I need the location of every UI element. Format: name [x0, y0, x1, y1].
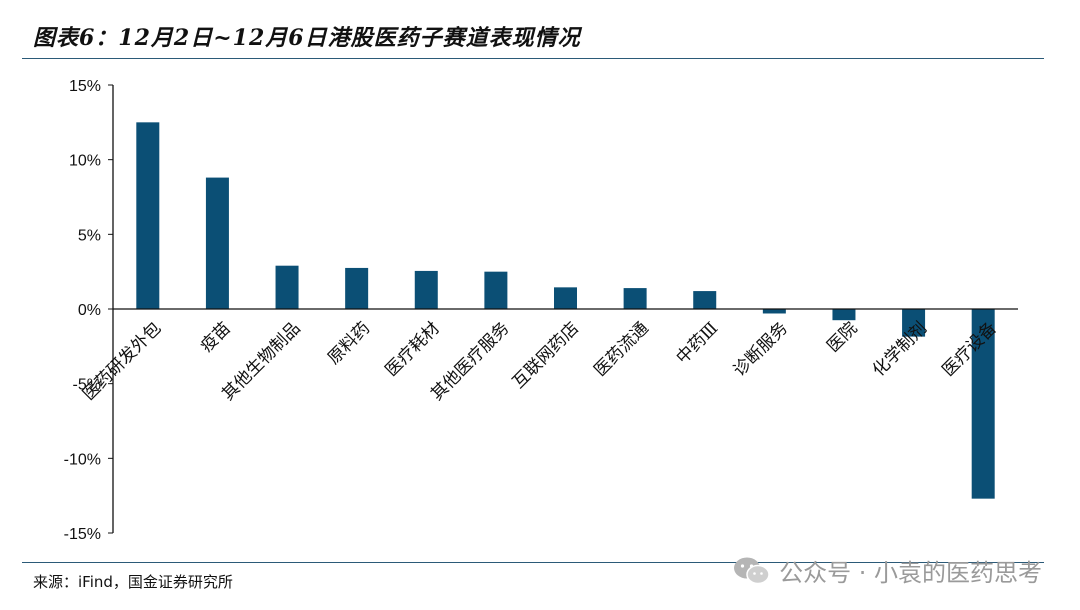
bar-series — [136, 122, 995, 499]
chart-title: 图表6：12月2日~12月6日港股医药子赛道表现情况 — [33, 25, 581, 51]
y-tick-label: 0% — [78, 302, 101, 319]
y-tick-label: -10% — [64, 451, 101, 468]
y-tick-label: -5% — [73, 377, 101, 394]
x-category-label: 诊断服务 — [730, 318, 792, 380]
y-tick-label: 15% — [69, 78, 101, 95]
bar — [902, 309, 926, 337]
bar — [623, 288, 647, 309]
y-tick-label: 5% — [78, 227, 101, 244]
y-tick-label: 10% — [69, 153, 101, 170]
x-category-label: 医院 — [823, 318, 861, 356]
x-category-label: 化学制剂 — [869, 318, 931, 380]
x-category-label: 医药流通 — [590, 318, 652, 380]
bar — [832, 309, 856, 321]
title-rule — [22, 58, 1044, 59]
bar — [971, 309, 995, 499]
watermark-text: 公众号 · 小袁的医药思考 — [779, 559, 1042, 587]
bar — [345, 267, 369, 309]
x-category-label: 医药研发外包 — [79, 318, 165, 404]
bar — [693, 291, 717, 309]
bar — [205, 177, 229, 309]
y-axis-ticks: 15% 10% 5% 0% -5% -10% -15% — [64, 78, 113, 543]
bar — [136, 122, 160, 309]
watermark: 公众号 · 小袁的医药思考 — [733, 553, 1042, 588]
footer-rule — [22, 562, 1044, 563]
bar — [484, 271, 508, 309]
bar — [762, 309, 786, 314]
x-category-label: 互联网药店 — [509, 318, 583, 392]
y-tick-label: -15% — [64, 526, 101, 543]
x-category-label: 疫苗 — [197, 318, 235, 356]
axes — [112, 85, 1018, 533]
bar — [414, 270, 438, 309]
bar-chart: 15% 10% 5% 0% -5% -10% -15% 医药研发外包 疫苗其他生物制品 原料药医… — [64, 78, 1018, 543]
x-category-label: 医疗耗材 — [382, 318, 444, 380]
x-category-label: 原料药 — [324, 318, 374, 368]
x-category-label: 中药Ⅲ — [672, 318, 722, 368]
wechat-icon — [734, 557, 770, 584]
bar — [554, 287, 577, 309]
source-note: 来源：iFind，国金证券研究所 — [33, 573, 233, 591]
bar — [275, 265, 299, 309]
